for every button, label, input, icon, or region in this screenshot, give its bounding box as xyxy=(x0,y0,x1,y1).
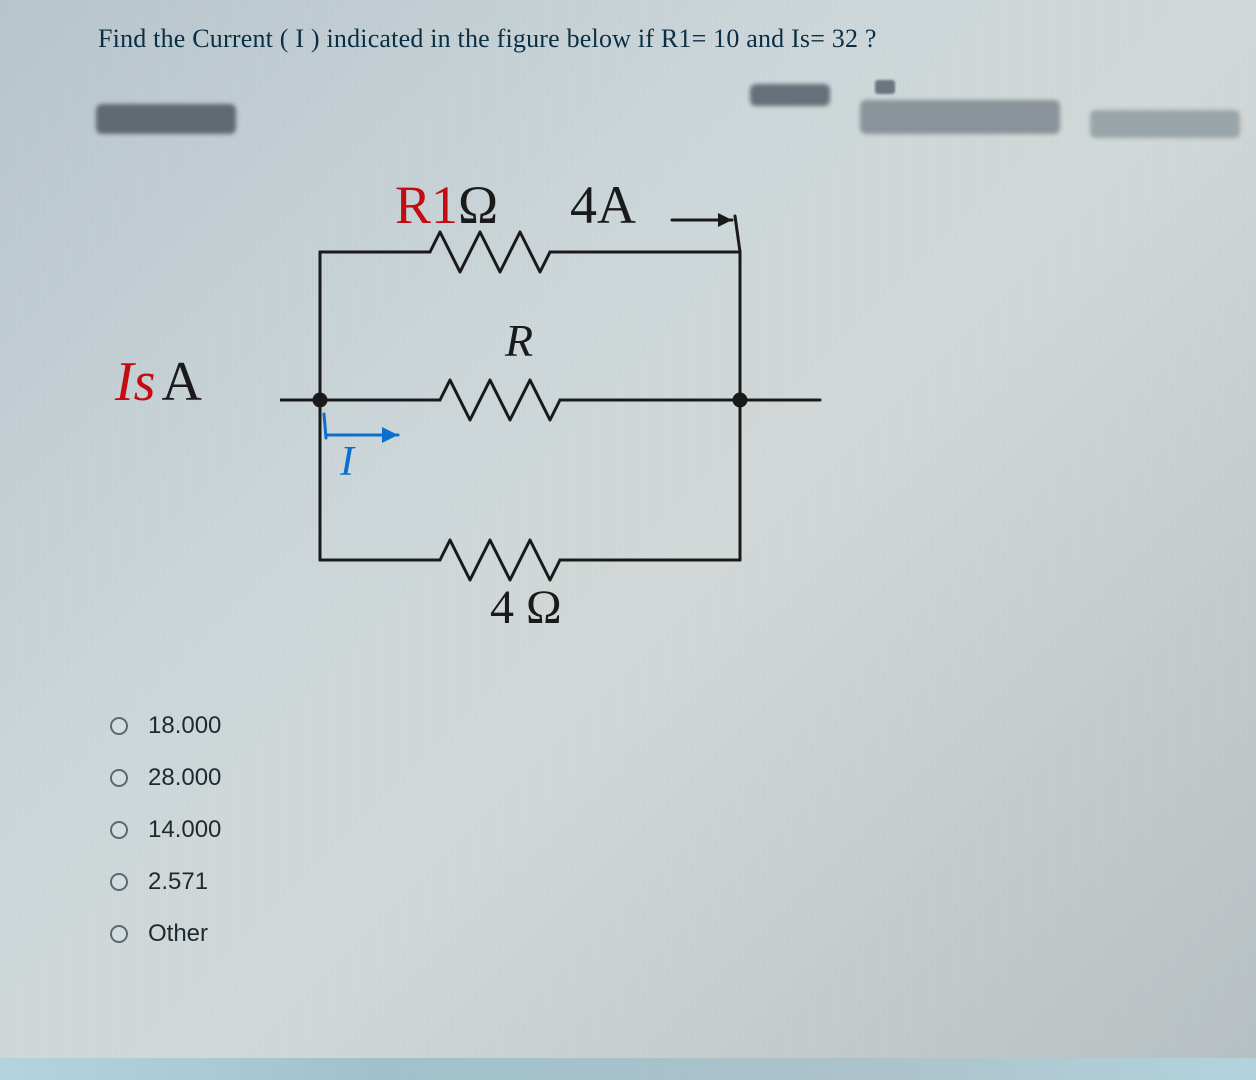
redaction-bar xyxy=(750,84,830,106)
radio-icon[interactable] xyxy=(110,821,128,839)
redaction-bar xyxy=(875,80,895,94)
choice-row[interactable]: Other xyxy=(110,920,221,948)
bottom-glare xyxy=(0,1058,1256,1080)
radio-icon[interactable] xyxy=(110,717,128,735)
is-unit: A xyxy=(161,351,201,413)
choice-row[interactable]: 18.000 xyxy=(110,712,221,740)
choice-label: 2.571 xyxy=(148,868,208,896)
choice-row[interactable]: 28.000 xyxy=(110,764,221,792)
redaction-bar xyxy=(860,100,1060,134)
answer-list: 18.000 28.000 14.000 2.571 Other xyxy=(110,712,221,972)
choice-label: Other xyxy=(148,920,208,948)
choice-label: 28.000 xyxy=(148,764,221,792)
radio-icon[interactable] xyxy=(110,873,128,891)
choice-row[interactable]: 2.571 xyxy=(110,868,221,896)
quiz-page: Find the Current ( I ) indicated in the … xyxy=(0,0,1256,1080)
redaction-bar xyxy=(96,104,236,134)
circuit-diagram xyxy=(280,160,840,640)
label-source: IsA xyxy=(115,350,202,414)
redaction-bar xyxy=(1090,110,1240,138)
radio-icon[interactable] xyxy=(110,925,128,943)
question-text: Find the Current ( I ) indicated in the … xyxy=(98,24,877,54)
choice-label: 18.000 xyxy=(148,712,221,740)
choice-label: 14.000 xyxy=(148,816,221,844)
is-text: Is xyxy=(115,351,155,413)
radio-icon[interactable] xyxy=(110,769,128,787)
choice-row[interactable]: 14.000 xyxy=(110,816,221,844)
